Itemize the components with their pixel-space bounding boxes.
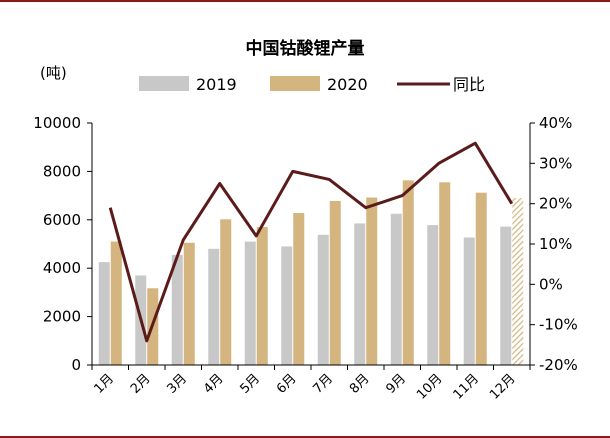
x-tick-label: 4月 <box>201 371 227 397</box>
top-frame-line <box>0 0 610 2</box>
bar-2020-3 <box>183 242 195 365</box>
legend-label-yoy: 同比 <box>453 75 485 94</box>
bar-2020-9 <box>402 180 414 365</box>
left-tick-label: 0 <box>71 356 81 374</box>
bar-2019-7 <box>317 234 329 365</box>
right-tick-label: -10% <box>539 316 578 334</box>
x-tick-label: 1月 <box>91 371 117 397</box>
bar-2019-12 <box>500 226 512 365</box>
bar-2020-10 <box>439 182 451 365</box>
bar-2020-7 <box>329 200 341 365</box>
bar-2019-11 <box>463 237 475 365</box>
left-axis-ticks: 0 2000 4000 6000 8000 10000 <box>33 114 92 374</box>
bar-2020-5 <box>256 227 268 365</box>
left-tick-label: 6000 <box>43 211 81 229</box>
bar-2020-6 <box>293 213 305 365</box>
legend: 2019 2020 同比 <box>139 75 485 94</box>
x-tick-label: 12月 <box>487 371 518 402</box>
x-tick-label: 6月 <box>274 371 300 397</box>
bar-2019-5 <box>244 241 256 365</box>
left-tick-label: 2000 <box>43 308 81 326</box>
bar-2019-4 <box>208 248 220 365</box>
bottom-frame-line <box>0 436 610 438</box>
bar-2019-6 <box>281 246 293 365</box>
left-tick-label: 8000 <box>43 162 81 180</box>
chart-title: 中国钴酸锂产量 <box>246 38 365 59</box>
yoy-line-group <box>108 141 514 343</box>
right-tick-label: 10% <box>539 235 572 253</box>
bar-2019-1 <box>98 262 110 365</box>
x-tick-label: 3月 <box>164 371 190 397</box>
legend-label-2020: 2020 <box>327 75 368 94</box>
x-tick-label: 5月 <box>237 371 263 397</box>
legend-swatch-2019 <box>139 76 189 91</box>
x-tick-label: 10月 <box>414 371 445 402</box>
x-tick-label: 9月 <box>383 371 409 397</box>
yoy-line <box>108 141 514 343</box>
right-tick-label: 40% <box>539 114 572 132</box>
legend-label-2019: 2019 <box>196 75 237 94</box>
bar-2019-3 <box>171 254 183 365</box>
right-tick-label: -20% <box>539 356 578 374</box>
bar-2019-8 <box>354 223 366 365</box>
bars-group <box>98 180 524 365</box>
x-tick-label: 2月 <box>128 371 154 397</box>
bar-2020-1 <box>110 241 122 365</box>
right-tick-label: 0% <box>539 275 563 293</box>
left-tick-label: 10000 <box>33 114 81 132</box>
bar-2020-4 <box>220 219 232 365</box>
x-tick-label: 11月 <box>451 371 482 402</box>
right-tick-label: 30% <box>539 154 572 172</box>
right-tick-label: 20% <box>539 195 572 213</box>
legend-swatch-2020 <box>270 76 320 91</box>
x-tick-label: 8月 <box>347 371 373 397</box>
bar-2020-11 <box>475 192 487 365</box>
bar-2020-8 <box>366 197 378 365</box>
x-axis-ticks: 1月 2月 3月 4月 5月 6月 7月 8月 9月 10月 11月 12月 <box>91 365 531 403</box>
bar-2019-9 <box>390 213 402 365</box>
right-axis-ticks: -20% -10% 0% 10% 20% 30% 40% <box>530 114 578 374</box>
left-axis-unit: (吨) <box>40 64 67 82</box>
left-tick-label: 4000 <box>43 259 81 277</box>
bar-2020-12 <box>512 198 524 365</box>
bar-2019-10 <box>427 225 439 365</box>
x-tick-label: 7月 <box>310 371 336 397</box>
